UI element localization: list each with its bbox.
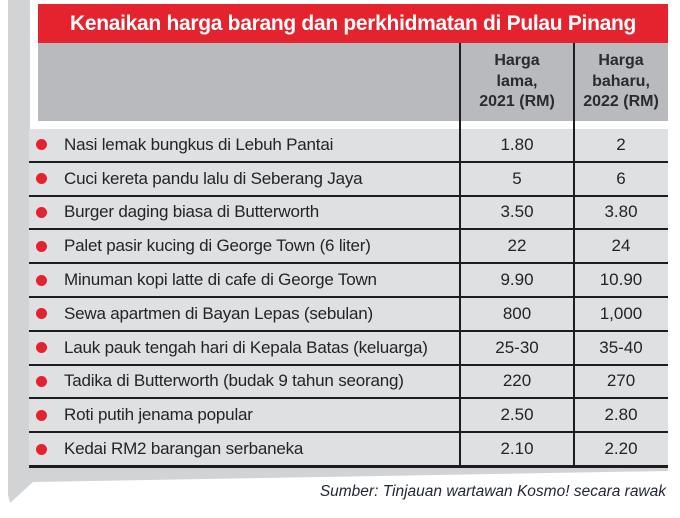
table-row: Lauk pauk tengah hari di Kepala Batas (k… (29, 331, 668, 366)
column-divider-2 (573, 43, 575, 467)
bullet-icon (36, 443, 47, 455)
row-item-label: Nasi lemak bungkus di Lebuh Pantai (64, 134, 334, 154)
bullet-icon (36, 240, 47, 252)
row-old-price: 2.50 (500, 405, 534, 425)
row-item-cell: Lauk pauk tengah hari di Kepala Batas (k… (29, 332, 460, 364)
row-item-cell: Cuci kereta pandu lalu di Seberang Jaya (29, 163, 460, 195)
column-header-band (38, 43, 668, 121)
row-new-price: 35-40 (599, 337, 643, 357)
table-row: Cuci kereta pandu lalu di Seberang Jaya … (29, 162, 668, 197)
row-item-cell: Minuman kopi latte di cafe di George Tow… (29, 264, 460, 296)
row-new-price: 2.80 (604, 405, 638, 425)
row-new-price: 270 (606, 371, 636, 391)
table-row: Kedai RM2 barangan serbaneka 2.10 2.20 (29, 433, 668, 468)
row-old-price: 220 (502, 371, 532, 391)
table-row: Nasi lemak bungkus di Lebuh Pantai 1.80 … (29, 129, 668, 163)
bullet-icon (36, 139, 47, 151)
table-row: Roti putih jenama popular 2.50 2.80 (29, 399, 668, 434)
row-old-price: 22 (507, 236, 527, 256)
row-old-price: 25-30 (495, 337, 539, 357)
row-item-label: Kedai RM2 barangan serbaneka (64, 439, 304, 459)
column-header-old-price: Harga lama, 2021 (RM) (479, 52, 555, 111)
row-new-price: 24 (611, 236, 631, 256)
row-old-price: 5 (512, 168, 522, 188)
row-item-cell: Nasi lemak bungkus di Lebuh Pantai (29, 129, 460, 161)
row-new-price: 3.80 (604, 202, 638, 222)
bullet-icon (36, 206, 47, 218)
row-new-price: 1,000 (599, 303, 643, 323)
row-item-cell: Burger daging biasa di Butterworth (29, 197, 460, 229)
row-item-label: Tadika di Butterworth (budak 9 tahun seo… (64, 371, 404, 391)
column-divider-1 (459, 43, 461, 467)
row-new-price: 2 (616, 134, 626, 154)
row-old-price: 800 (502, 303, 532, 323)
title-bar: Kenaikan harga barang dan perkhidmatan d… (38, 4, 668, 43)
row-new-price: 10.90 (599, 270, 643, 290)
row-item-label: Palet pasir kucing di George Town (6 lit… (64, 236, 371, 256)
row-old-price: 1.80 (500, 134, 534, 154)
row-item-label: Sewa apartmen di Bayan Lepas (sebulan) (64, 303, 373, 323)
row-item-label: Burger daging biasa di Butterworth (64, 202, 319, 222)
bullet-icon (36, 342, 47, 354)
row-item-label: Cuci kereta pandu lalu di Seberang Jaya (64, 168, 363, 188)
row-item-label: Roti putih jenama popular (64, 405, 253, 425)
page-title: Kenaikan harga barang dan perkhidmatan d… (69, 11, 637, 35)
row-item-cell: Palet pasir kucing di George Town (6 lit… (29, 230, 460, 262)
row-item-cell: Tadika di Butterworth (budak 9 tahun seo… (29, 366, 460, 398)
row-item-cell: Sewa apartmen di Bayan Lepas (sebulan) (29, 298, 460, 330)
row-item-cell: Roti putih jenama popular (29, 399, 460, 431)
bullet-icon (36, 409, 47, 421)
row-item-cell: Kedai RM2 barangan serbaneka (29, 433, 460, 465)
table-row: Sewa apartmen di Bayan Lepas (sebulan) 8… (29, 297, 668, 332)
row-old-price: 9.90 (500, 270, 534, 290)
table-row: Tadika di Butterworth (budak 9 tahun seo… (29, 365, 668, 400)
table-row: Palet pasir kucing di George Town (6 lit… (29, 230, 668, 265)
column-header-new-price: Harga baharu, 2022 (RM) (583, 52, 659, 111)
row-new-price: 2.20 (604, 439, 638, 459)
row-old-price: 2.10 (500, 439, 534, 459)
table-body: Nasi lemak bungkus di Lebuh Pantai 1.80 … (29, 129, 668, 468)
source-note: Sumber: Tinjauan wartawan Kosmo! secara … (319, 483, 666, 500)
row-item-label: Minuman kopi latte di cafe di George Tow… (64, 270, 377, 290)
bullet-icon (36, 375, 47, 387)
bullet-icon (36, 308, 47, 320)
row-item-label: Lauk pauk tengah hari di Kepala Batas (k… (64, 337, 428, 357)
bullet-icon (36, 274, 47, 286)
row-new-price: 6 (616, 168, 626, 188)
row-old-price: 3.50 (500, 202, 534, 222)
table-row: Minuman kopi latte di cafe di George Tow… (29, 264, 668, 298)
bullet-icon (36, 173, 47, 185)
table-row: Burger daging biasa di Butterworth 3.50 … (29, 196, 668, 231)
